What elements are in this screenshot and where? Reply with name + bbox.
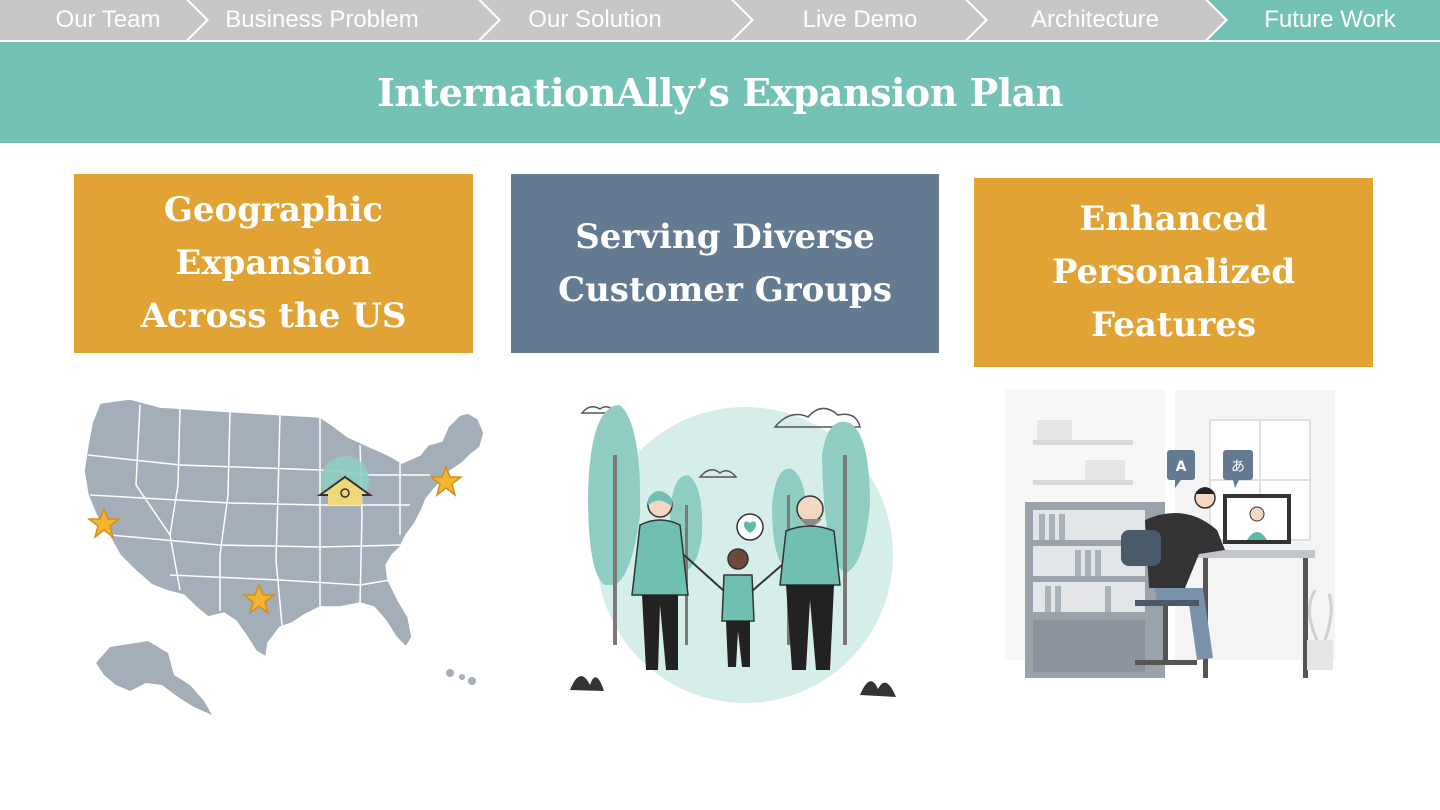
nav-item-our-solution[interactable]: Our Solution <box>528 6 662 33</box>
nav-item-architecture[interactable]: Architecture <box>1030 6 1160 33</box>
us-map-illustration <box>83 398 485 715</box>
heart-bubble-icon <box>736 513 764 541</box>
person-mother <box>631 491 689 670</box>
plant-icon <box>1307 589 1333 670</box>
bubble-letter-latin: A <box>1176 459 1187 475</box>
card-geographic-line-2: Expansion <box>175 243 372 283</box>
wall-shelves <box>1033 420 1133 485</box>
card-diverse-customers: Serving Diverse Customer Groups <box>511 174 939 353</box>
office-chair <box>1121 530 1199 665</box>
us-map-shape <box>83 398 485 659</box>
person-father <box>779 495 841 670</box>
card-features-line-2: Personalized <box>1051 252 1296 292</box>
bookcase <box>1025 502 1165 678</box>
card-geographic-expansion: Geographic Expansion Across the US <box>74 174 473 353</box>
alaska-shape <box>96 641 212 715</box>
plant-icon <box>570 676 896 697</box>
tree-icon <box>588 405 641 645</box>
star-marker-icon <box>428 464 464 497</box>
home-marker-icon <box>316 456 374 505</box>
title-bar: InternationAlly’s Expansion Plan <box>0 42 1440 143</box>
nav-item-our-team[interactable]: Our Team <box>55 6 161 33</box>
nav-segment-business-problem[interactable] <box>189 0 498 40</box>
hawaii-shape <box>446 669 476 685</box>
nav-segment-live-demo[interactable] <box>734 0 985 40</box>
card-geographic-line-1: Geographic <box>163 190 384 230</box>
card-diverse-line-2: Customer Groups <box>558 269 892 310</box>
monitor <box>1223 494 1291 544</box>
star-marker-icon <box>241 582 277 615</box>
nav-item-business-problem[interactable]: Business Problem <box>225 6 419 33</box>
star-marker-icon <box>86 506 122 539</box>
remote-work-illustration: A あ <box>1005 390 1335 678</box>
family-illustration <box>570 405 896 703</box>
language-bubble-icon: あ <box>1223 450 1253 488</box>
bubble-letter-japanese: あ <box>1231 459 1245 475</box>
nav-segment-future-work[interactable] <box>1208 0 1440 40</box>
state-borders <box>87 404 430 626</box>
card-personalized-features: Enhanced Personalized Features <box>974 178 1373 367</box>
nav-segment-our-team[interactable] <box>0 0 206 40</box>
nav-item-future-work[interactable]: Future Work <box>1264 6 1396 33</box>
page-title: InternationAlly’s Expansion Plan <box>377 70 1063 115</box>
card-geographic-line-3: Across the US <box>140 296 407 336</box>
breadcrumb-nav: Our Team Business Problem Our Solution L… <box>0 0 1440 42</box>
person-child <box>721 548 755 667</box>
nav-segment-our-solution[interactable] <box>481 0 751 40</box>
card-features-line-3: Features <box>1090 305 1257 345</box>
card-diverse-line-1: Serving Diverse <box>575 216 875 257</box>
card-features-line-1: Enhanced <box>1079 199 1268 239</box>
nav-segment-architecture[interactable] <box>968 0 1225 40</box>
language-bubble-icon: A <box>1167 450 1195 488</box>
breadcrumb-background <box>0 0 1440 42</box>
nav-item-live-demo[interactable]: Live Demo <box>802 6 918 33</box>
